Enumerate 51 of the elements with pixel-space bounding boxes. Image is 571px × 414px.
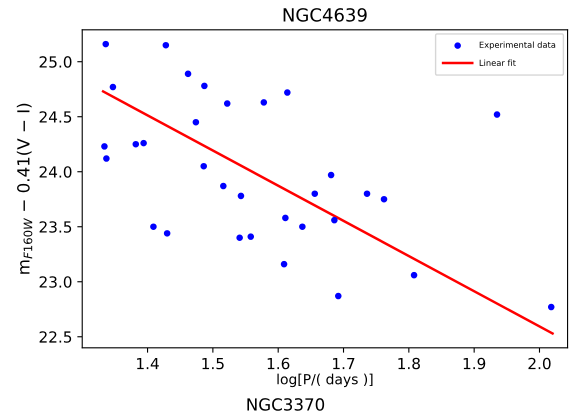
x-axis-title: log[P/( days )]	[277, 374, 372, 388]
point	[335, 292, 342, 300]
point	[220, 182, 227, 190]
point	[331, 216, 338, 224]
x-tick-label: 2.0	[528, 358, 551, 370]
x-tick-label: 1.6	[268, 358, 290, 370]
x-tick-label: 1.7	[333, 358, 354, 370]
point	[299, 223, 306, 230]
point	[312, 190, 318, 197]
y-tick-label: 23.0	[40, 276, 72, 288]
point	[236, 234, 243, 241]
point	[192, 118, 200, 126]
point	[102, 40, 109, 48]
point	[150, 223, 157, 230]
point	[248, 233, 254, 240]
point	[260, 99, 268, 106]
point	[494, 111, 500, 118]
point	[184, 70, 192, 78]
x-tick-label: 1.4	[137, 358, 159, 370]
point	[238, 192, 244, 200]
point	[284, 89, 291, 96]
x-tick-label: 1.5	[202, 358, 224, 370]
point	[364, 190, 370, 197]
point	[201, 82, 208, 90]
point	[101, 143, 108, 150]
point	[103, 155, 110, 162]
point	[548, 304, 554, 310]
point	[164, 230, 170, 237]
y-axis-title: m$_{F160W}$ − 0.41(V − I)	[16, 104, 32, 274]
point	[328, 172, 334, 178]
y-tick-label: 24.0	[40, 166, 72, 178]
point	[110, 84, 116, 90]
point	[280, 260, 288, 268]
x-tick-label: 1.9	[464, 358, 486, 370]
point	[380, 196, 388, 202]
y-tick-label: 25.0	[40, 56, 72, 68]
point	[140, 140, 147, 146]
point	[162, 42, 170, 48]
y-tick-label: 24.5	[40, 111, 72, 123]
chart-title: NGC4639	[284, 8, 367, 22]
y-tick-label: 23.5	[40, 221, 72, 233]
legend-label: Linear fit	[480, 60, 516, 66]
point	[132, 140, 140, 148]
point	[282, 214, 289, 222]
point	[200, 162, 207, 170]
point	[224, 100, 230, 107]
x-tick-label: 1.8	[398, 358, 420, 370]
legend-label: Experimental data	[480, 41, 556, 50]
y-tick-label: 22.5	[40, 331, 72, 343]
text: NGC3370	[247, 398, 324, 411]
point	[410, 272, 418, 278]
